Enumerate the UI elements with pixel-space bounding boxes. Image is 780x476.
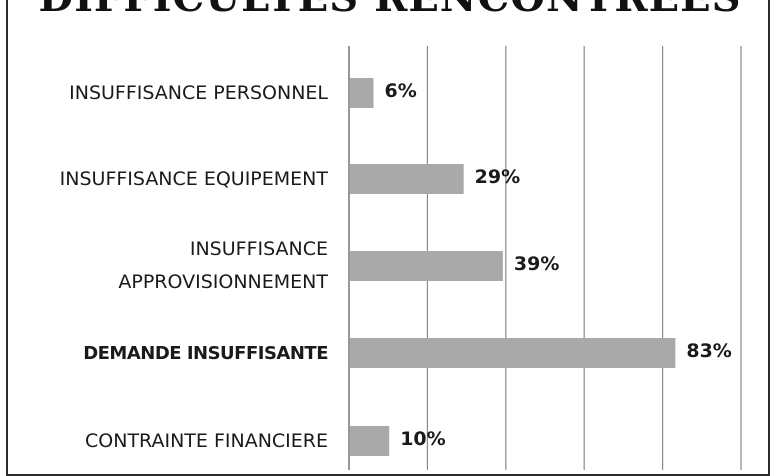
category-label-3: DEMANDE INSUFFISANTE	[83, 342, 328, 364]
bar-4	[350, 426, 390, 456]
data-label-1: 29%	[474, 166, 521, 188]
data-label-0: 6%	[384, 80, 417, 102]
category-label-0: INSUFFISANCE PERSONNEL	[69, 81, 328, 104]
chart-title: DIFFICULTES RENCONTREES	[0, 0, 780, 21]
data-label-3: 83%	[686, 340, 732, 362]
category-label-4: CONTRAINTE FINANCIERE	[85, 429, 328, 452]
bar-1	[350, 164, 464, 194]
category-label-2: INSUFFISANCE APPROVISIONNEMENT	[118, 238, 328, 293]
chart-frame	[6, 0, 770, 476]
bar-0	[350, 78, 374, 108]
bar-3	[350, 338, 676, 368]
data-label-4: 10%	[400, 428, 446, 450]
category-label-1: INSUFFISANCE EQUIPEMENT	[59, 167, 328, 190]
data-label-2: 39%	[513, 253, 560, 275]
bar-2	[350, 251, 503, 281]
